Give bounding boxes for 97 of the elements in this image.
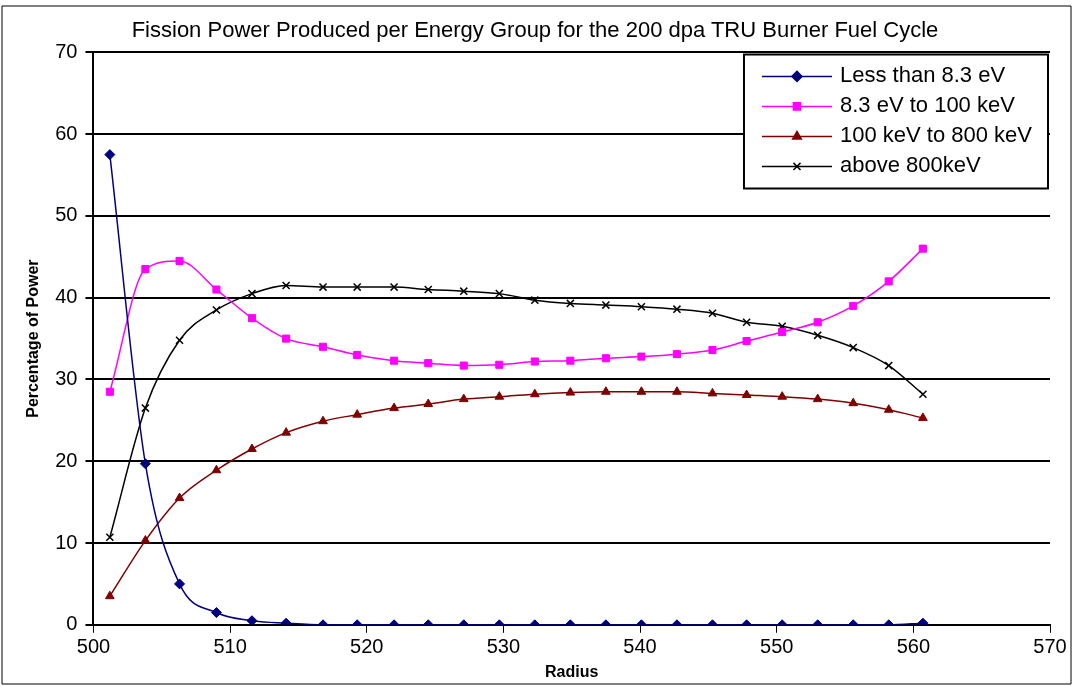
x-tick-label: 550 [760,635,794,658]
point [813,318,822,327]
point [601,300,611,310]
x-axis-title: Radius [545,662,599,680]
point [566,299,575,308]
point [318,415,328,425]
point [883,404,894,413]
point [672,304,682,314]
x-tick-label: 520 [350,635,384,658]
point [884,277,893,286]
point [282,334,291,343]
point [741,389,752,399]
point [637,352,646,361]
y-tick-label: 60 [55,121,78,144]
point [389,402,399,412]
point [495,289,504,298]
y-tick-label: 30 [55,367,78,389]
point [565,387,576,396]
point [918,412,928,421]
point [813,331,822,340]
point [247,314,256,323]
x-tick-label: 510 [213,635,247,658]
point [884,361,894,370]
y-tick-label: 0 [66,612,78,635]
point [848,343,858,352]
point [601,386,611,395]
legend-label: 8.3 eV to 100 keV [839,92,1016,118]
point [141,403,150,413]
point [777,391,787,400]
point [390,356,399,365]
point [105,590,115,600]
point [494,391,505,400]
point [601,354,610,363]
point [812,393,823,403]
x-tick-label: 530 [486,635,521,658]
point [458,393,469,403]
point [672,386,682,395]
point [742,337,751,346]
x-tick-label: 500 [76,635,111,658]
point [246,615,258,625]
y-tick-label: 10 [55,530,78,553]
point [211,464,222,474]
point [212,285,221,294]
x-tick-label: 560 [896,635,931,658]
point [530,357,539,366]
point [777,322,787,331]
point [247,289,257,298]
point [848,397,859,407]
point [140,535,151,544]
point [139,458,151,470]
point [141,265,150,274]
point [105,387,114,396]
point [707,387,718,397]
point [742,317,751,327]
point [424,359,433,368]
point [104,149,116,161]
y-tick-label: 70 [55,39,78,62]
point [459,361,468,370]
point [318,282,328,292]
y-axis-title: Percentage of Power [24,259,42,418]
point [566,356,575,365]
point [353,350,362,359]
legend-label: 100 keV to 800 keV [839,122,1033,148]
y-tick-label: 50 [55,203,78,226]
point [778,328,787,337]
point [423,398,434,408]
legend-label: Less than 8.3 eV [839,62,1006,88]
point [636,386,647,395]
point [918,244,927,253]
point [530,388,540,398]
point [637,302,646,311]
point [918,389,928,399]
y-tick-label: 40 [55,285,78,308]
point [174,492,185,502]
legend-label: above 800keV [839,152,981,178]
point [708,346,717,355]
point [672,350,681,359]
point [281,281,291,290]
point [495,360,504,369]
point [281,427,291,436]
point [175,256,184,265]
point [318,342,328,351]
point [212,305,221,315]
point [175,335,184,345]
point [352,409,363,418]
point [459,286,469,296]
x-tick-label: 570 [1033,635,1067,658]
x-tick-label: 540 [623,635,657,658]
point [423,285,433,294]
point [849,301,858,310]
point [247,443,257,452]
point [389,282,399,292]
chart-title: Fission Power Produced per Energy Group for the 200 dpa TRU Burner Fuel Cycle [131,17,939,43]
point [708,308,717,318]
point [352,282,362,292]
y-tick-label: 20 [55,448,78,471]
point [530,295,540,305]
